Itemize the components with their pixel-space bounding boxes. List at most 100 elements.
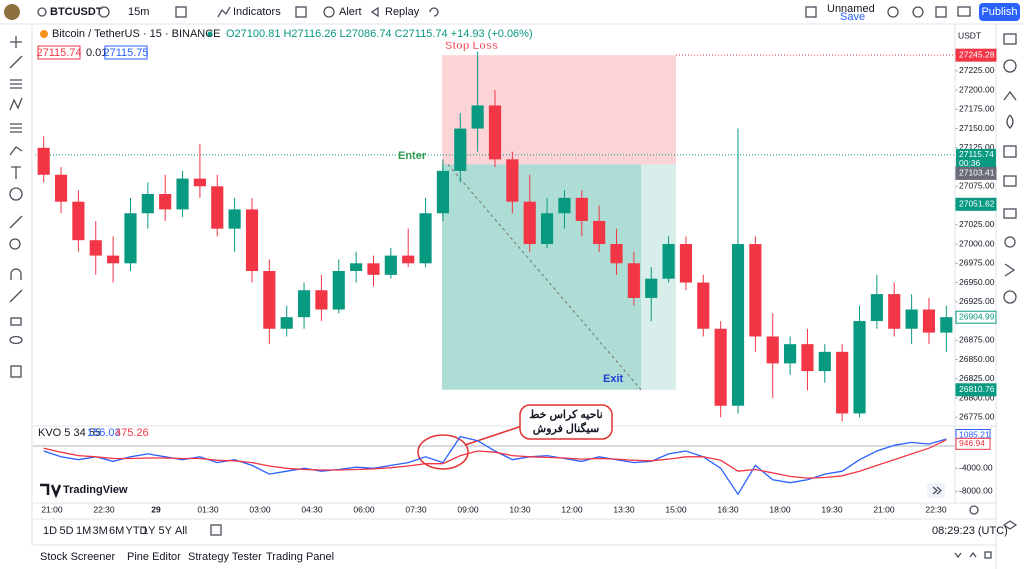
range-button[interactable]: 5Y <box>159 525 173 537</box>
hotlist-icon[interactable] <box>1003 90 1017 101</box>
snapshot-icon[interactable] <box>957 6 971 17</box>
search-icon[interactable] <box>887 6 899 18</box>
pattern-tool[interactable] <box>9 97 23 111</box>
layout-name[interactable]: Unnamed <box>827 3 875 15</box>
interval[interactable]: 15m <box>128 6 149 18</box>
trendline-tool[interactable] <box>9 55 23 69</box>
chart-type-icon[interactable] <box>175 6 187 18</box>
magnet-tool[interactable] <box>10 268 22 280</box>
crosshair-tool[interactable] <box>10 36 22 48</box>
ideas-icon[interactable] <box>1006 114 1014 129</box>
alerts-icon[interactable] <box>1003 59 1017 73</box>
candle-body <box>749 244 762 337</box>
range-button[interactable]: 6M <box>109 525 124 537</box>
text-tool[interactable] <box>11 166 21 179</box>
icon-tool[interactable] <box>9 187 23 201</box>
hide-tool[interactable] <box>9 335 23 345</box>
save-label[interactable]: Save <box>840 11 865 23</box>
chat-icon[interactable] <box>1003 208 1017 219</box>
y-tick-label: 26850.00 <box>959 354 995 364</box>
watchlist-icon[interactable] <box>1003 33 1017 45</box>
range-button[interactable]: YTD <box>126 525 148 537</box>
bid-box[interactable] <box>37 45 81 60</box>
undo-icon[interactable] <box>429 7 439 17</box>
bid[interactable]: 27115.74 <box>36 47 81 59</box>
ruler-tool[interactable] <box>9 215 23 229</box>
candle-body <box>297 290 311 318</box>
x-tick-label: 21:00 <box>873 504 895 514</box>
zoom-tool[interactable] <box>9 238 21 250</box>
fullscreen-icon[interactable] <box>935 6 947 18</box>
callout-box <box>519 404 613 440</box>
price-tag-label: 27245.28 <box>959 49 995 59</box>
fib-tool[interactable] <box>10 79 22 89</box>
help-icon[interactable] <box>1003 290 1017 304</box>
calendar-icon[interactable] <box>1003 145 1017 158</box>
range-button[interactable]: 1Y <box>142 525 156 537</box>
news-icon[interactable] <box>1003 175 1017 187</box>
range-button[interactable]: 1M <box>76 525 91 537</box>
templates-icon[interactable] <box>295 6 307 18</box>
stream-icon[interactable] <box>1004 263 1016 277</box>
y-tick-label: 27075.00 <box>959 181 995 191</box>
ask[interactable]: 27115.75 <box>103 47 148 59</box>
x-tick-label: 09:00 <box>457 504 479 514</box>
date-range-icon[interactable] <box>210 524 222 536</box>
indicator-value: 156.03 <box>87 427 121 439</box>
candle-body <box>176 178 189 210</box>
ask-box[interactable] <box>104 45 148 60</box>
coin-icon <box>40 30 48 38</box>
lock-tool[interactable] <box>10 317 22 326</box>
x-tick-label: 29 <box>151 504 161 514</box>
clock: 08:29:23 (UTC) <box>932 525 1008 537</box>
avatar[interactable] <box>4 4 20 20</box>
range-button[interactable]: 1D <box>43 525 57 537</box>
scroll-button[interactable] <box>927 483 945 498</box>
axis-settings[interactable] <box>969 505 979 515</box>
publish-button[interactable] <box>979 3 1020 21</box>
stay-drawing-tool[interactable] <box>9 289 23 303</box>
range-button[interactable]: All <box>175 525 187 537</box>
panel-tab[interactable]: Pine Editor <box>127 551 181 563</box>
candle-body <box>645 278 658 298</box>
panel-tab[interactable]: Trading Panel <box>266 551 334 563</box>
compare-icon[interactable] <box>98 6 110 18</box>
candle-body <box>784 344 797 364</box>
trash-tool[interactable] <box>10 365 22 378</box>
candle-body <box>54 174 68 202</box>
panel-tab[interactable]: Strategy Tester <box>188 551 262 563</box>
candle-body <box>419 213 432 264</box>
indicators-button[interactable]: Indicators <box>233 6 281 18</box>
layers-icon[interactable] <box>1002 520 1018 530</box>
legend-title: Bitcoin / TetherUS · 15 · BINANCE <box>52 28 221 40</box>
brush-tool[interactable] <box>9 146 23 156</box>
settings-icon[interactable] <box>912 6 924 18</box>
price-tag <box>955 48 997 62</box>
x-tick-label: 22:30 <box>925 504 947 514</box>
range-button[interactable]: 5D <box>60 525 74 537</box>
candle-body <box>159 194 172 210</box>
y-tick-label: -4000.00 <box>959 463 993 473</box>
forecast-tool[interactable] <box>10 123 22 133</box>
layout-icon[interactable] <box>805 6 817 18</box>
maximize-panel[interactable] <box>984 551 992 559</box>
candle-body <box>228 209 241 229</box>
exit-label: Exit <box>603 373 624 385</box>
idea-icon[interactable] <box>1004 236 1016 248</box>
alert-button[interactable]: Alert <box>339 6 362 18</box>
panel-tab[interactable]: Stock Screener <box>40 551 116 563</box>
x-tick-label: 19:30 <box>821 504 843 514</box>
replay-icon <box>370 6 379 18</box>
price-tag-label: 26904.99 <box>959 311 995 321</box>
range-button[interactable]: 3M <box>93 525 108 537</box>
indicator-line <box>43 435 947 496</box>
panel-controls[interactable] <box>954 551 977 559</box>
replay-button[interactable]: Replay <box>385 6 420 18</box>
publish-label[interactable]: Publish <box>981 6 1017 18</box>
y-tick-label: 26975.00 <box>959 258 995 268</box>
trade-path <box>447 164 642 391</box>
scroll-icon[interactable] <box>932 486 942 495</box>
symbol[interactable]: BTCUSDT <box>50 6 103 18</box>
